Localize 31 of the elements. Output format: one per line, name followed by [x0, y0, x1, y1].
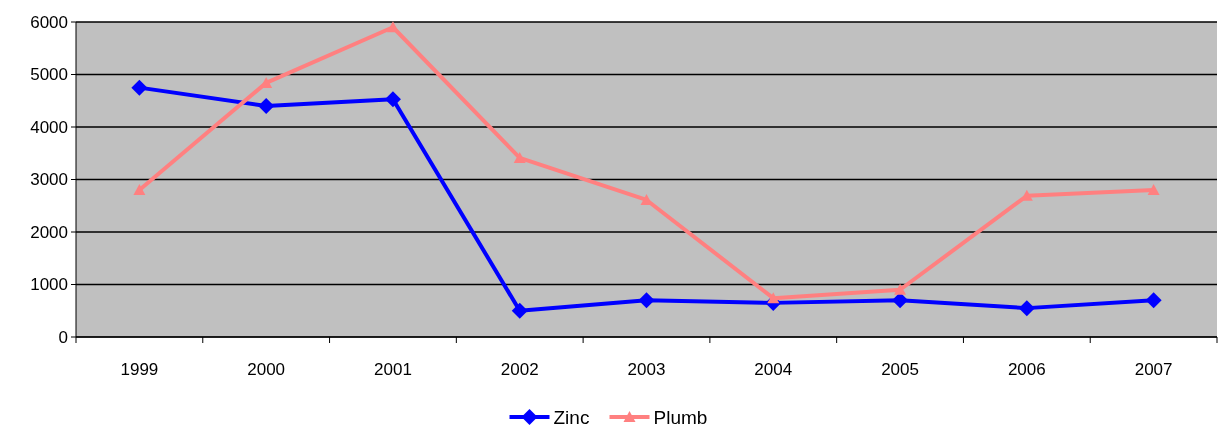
- x-tick-label: 2006: [1007, 360, 1046, 379]
- y-tick-label: 3000: [30, 170, 68, 190]
- y-tick-label: 5000: [30, 65, 68, 85]
- point: [892, 292, 909, 309]
- y-tick-label: 2000: [30, 222, 68, 242]
- point: [384, 91, 401, 108]
- x-tick-label: 1999: [120, 360, 159, 379]
- point: [767, 292, 780, 304]
- point: [638, 292, 655, 309]
- x-tick-label: 2001: [374, 360, 412, 379]
- point: [131, 79, 148, 96]
- point: [511, 302, 528, 319]
- point: [1145, 292, 1162, 309]
- point: [1147, 184, 1160, 195]
- y-tick-label: 6000: [30, 12, 68, 32]
- point: [258, 98, 275, 114]
- y-tick-label: 1000: [30, 275, 68, 295]
- x-tick-label: 2003: [627, 360, 666, 379]
- y-tick-label: 4000: [30, 117, 68, 137]
- x-tick-label: 2004: [754, 360, 793, 379]
- y-tick-label: 0: [58, 327, 68, 347]
- legend-label: Plumb: [653, 406, 708, 428]
- point: [894, 283, 907, 295]
- legend-label: Zinc: [553, 406, 590, 428]
- point: [1018, 300, 1035, 317]
- x-tick-label: 2005: [881, 360, 919, 379]
- point: [513, 151, 526, 163]
- x-tick-label: 2007: [1134, 360, 1173, 379]
- x-tick-label: 2002: [500, 360, 539, 379]
- x-tick-label: 2000: [247, 360, 286, 379]
- point: [133, 184, 146, 195]
